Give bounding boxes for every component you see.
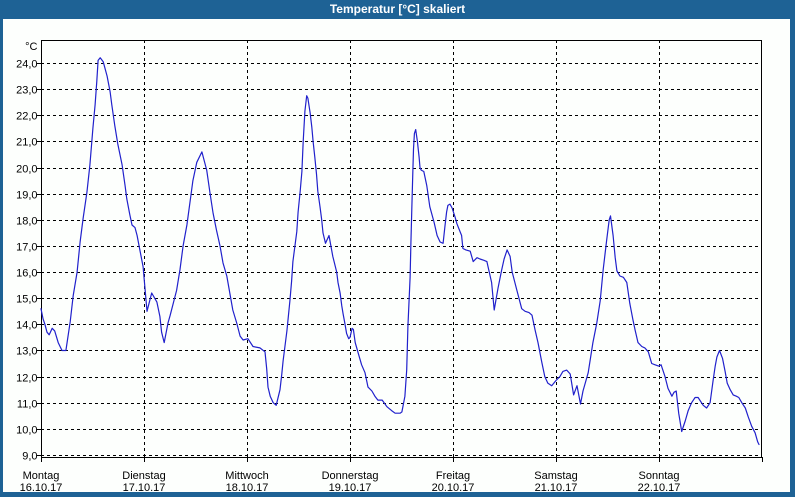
window-border-right: [790, 19, 795, 497]
x-day-label: Montag: [23, 470, 60, 482]
window-title: Temperatur [°C] skaliert: [329, 2, 466, 16]
x-day-label: Mittwoch: [225, 470, 268, 482]
y-tick-label: 14,0: [16, 320, 37, 332]
window-border-bottom: [0, 492, 795, 497]
y-tick-label: 22,0: [16, 111, 37, 123]
x-day-label: Dienstag: [122, 470, 165, 482]
x-day-label: Sonntag: [639, 470, 680, 482]
x-date-label: 17.10.17: [123, 482, 166, 494]
x-date-label: 22.10.17: [638, 482, 681, 494]
y-unit-label: °C: [25, 41, 37, 53]
x-date-label: 20.10.17: [432, 482, 475, 494]
y-tick-label: 21,0: [16, 137, 37, 149]
y-tick-label: 10,0: [16, 425, 37, 437]
y-tick-label: 24,0: [16, 59, 37, 71]
y-tick-label: 16,0: [16, 268, 37, 280]
x-date-label: 21.10.17: [535, 482, 578, 494]
y-tick-label: 20,0: [16, 164, 37, 176]
y-tick-label: 23,0: [16, 85, 37, 97]
plot-frame: [41, 40, 762, 458]
y-tick-label: 19,0: [16, 190, 37, 202]
y-tick-label: 18,0: [16, 216, 37, 228]
x-day-label: Freitag: [436, 470, 470, 482]
y-tick-label: 13,0: [16, 346, 37, 358]
x-date-label: 19.10.17: [329, 482, 372, 494]
x-day-label: Donnerstag: [322, 470, 379, 482]
y-tick-label: 17,0: [16, 242, 37, 254]
title-bar: Temperatur [°C] skaliert: [0, 0, 795, 19]
temperature-curve: [40, 57, 760, 446]
y-tick-label: 15,0: [16, 294, 37, 306]
window-border-left: [0, 19, 3, 497]
x-date-label: 16.10.17: [20, 482, 63, 494]
x-date-label: 18.10.17: [226, 482, 269, 494]
y-tick-label: 11,0: [17, 399, 38, 411]
x-day-label: Samstag: [534, 470, 577, 482]
y-tick-label: 12,0: [16, 373, 37, 385]
y-tick-label: 9,0: [22, 451, 37, 463]
